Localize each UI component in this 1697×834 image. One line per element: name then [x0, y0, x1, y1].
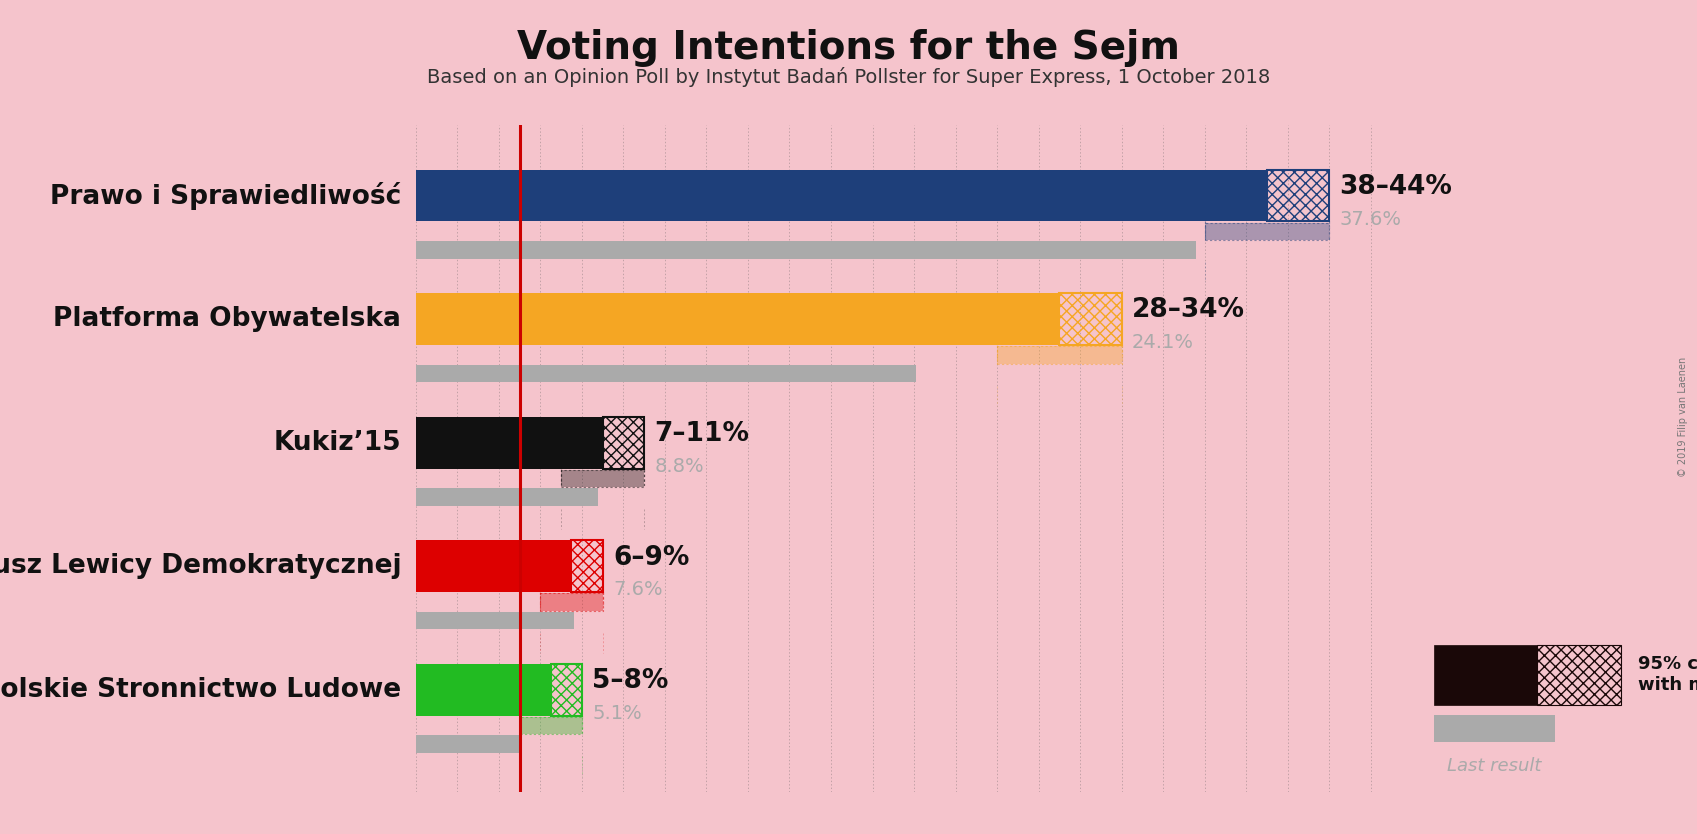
Text: 8.8%: 8.8%: [655, 456, 704, 475]
Text: Last result: Last result: [1446, 757, 1541, 776]
Bar: [572, 540, 602, 592]
Text: Prawo i Sprawiedliwość: Prawo i Sprawiedliwość: [49, 182, 400, 209]
Text: Based on an Opinion Poll by Instytut Badań Pollster for Super Express, 1 October: Based on an Opinion Poll by Instytut Bad…: [428, 67, 1269, 87]
Text: 28–34%: 28–34%: [1132, 298, 1246, 324]
Bar: [519, 717, 582, 734]
Text: Polskie Stronnictwo Ludowe: Polskie Stronnictwo Ludowe: [0, 676, 400, 703]
Bar: [998, 346, 1122, 364]
Text: 24.1%: 24.1%: [1132, 333, 1195, 352]
Bar: [416, 489, 599, 505]
Bar: [1059, 293, 1122, 345]
Text: 5.1%: 5.1%: [592, 704, 641, 723]
Bar: [998, 346, 1122, 364]
Bar: [416, 417, 602, 469]
Bar: [1268, 169, 1329, 222]
Bar: [416, 364, 916, 382]
Text: Platforma Obywatelska: Platforma Obywatelska: [53, 306, 400, 332]
Text: Kukiz’15: Kukiz’15: [273, 430, 400, 455]
Bar: [416, 540, 572, 592]
Bar: [552, 664, 582, 716]
Bar: [562, 470, 645, 487]
Bar: [1205, 223, 1329, 240]
Bar: [519, 717, 582, 734]
Text: 95% confidence interval
with median: 95% confidence interval with median: [1638, 656, 1697, 694]
Text: 37.6%: 37.6%: [1339, 209, 1402, 229]
Bar: [1205, 223, 1329, 240]
Bar: [562, 470, 645, 487]
Bar: [416, 169, 1268, 222]
Bar: [602, 417, 645, 469]
Bar: [416, 736, 521, 753]
Bar: [416, 241, 1196, 259]
Text: 7–11%: 7–11%: [655, 421, 750, 447]
Text: 5–8%: 5–8%: [592, 668, 669, 694]
Text: 38–44%: 38–44%: [1339, 173, 1453, 200]
Text: 6–9%: 6–9%: [613, 545, 689, 570]
Bar: [416, 293, 1059, 345]
Bar: [416, 664, 552, 716]
Text: © 2019 Filip van Laenen: © 2019 Filip van Laenen: [1678, 357, 1689, 477]
Text: Voting Intentions for the Sejm: Voting Intentions for the Sejm: [518, 29, 1179, 68]
Bar: [540, 593, 602, 610]
Bar: [416, 612, 574, 629]
Bar: [540, 593, 602, 610]
Text: 7.6%: 7.6%: [613, 580, 662, 599]
Text: Sojusz Lewicy Demokratycznej: Sojusz Lewicy Demokratycznej: [0, 553, 400, 579]
